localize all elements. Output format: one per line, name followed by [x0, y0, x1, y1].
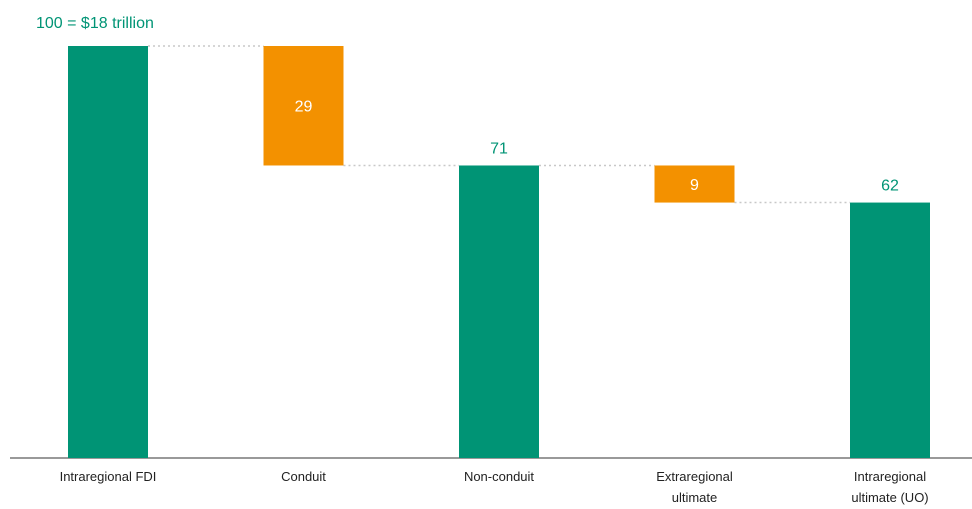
category-labels: Intraregional FDI Conduit Non-conduit Extra…	[60, 469, 929, 505]
value-labels: 29 71 9 62	[295, 99, 899, 195]
value-label-5: 62	[881, 178, 899, 195]
bar-4	[654, 165, 735, 203]
bars	[68, 46, 930, 459]
connectors	[148, 45, 850, 204]
category-label-2: Conduit	[281, 469, 326, 484]
value-label-4: 9	[690, 177, 699, 194]
category-label-1: Intraregional FDI	[60, 469, 157, 484]
bar-2	[263, 46, 344, 166]
bar-3	[459, 165, 539, 459]
category-label-5: Intraregional ultimate (UO)	[851, 469, 928, 505]
bar-1	[68, 46, 148, 458]
value-label-2: 29	[295, 99, 313, 116]
value-label-3: 71	[490, 140, 508, 157]
category-label-4: Extraregional ultimate	[656, 469, 733, 505]
category-label-3: Non-conduit	[464, 469, 534, 484]
scale-annotation: 100 = $18 trillion	[36, 15, 154, 32]
bar-5	[850, 202, 930, 458]
